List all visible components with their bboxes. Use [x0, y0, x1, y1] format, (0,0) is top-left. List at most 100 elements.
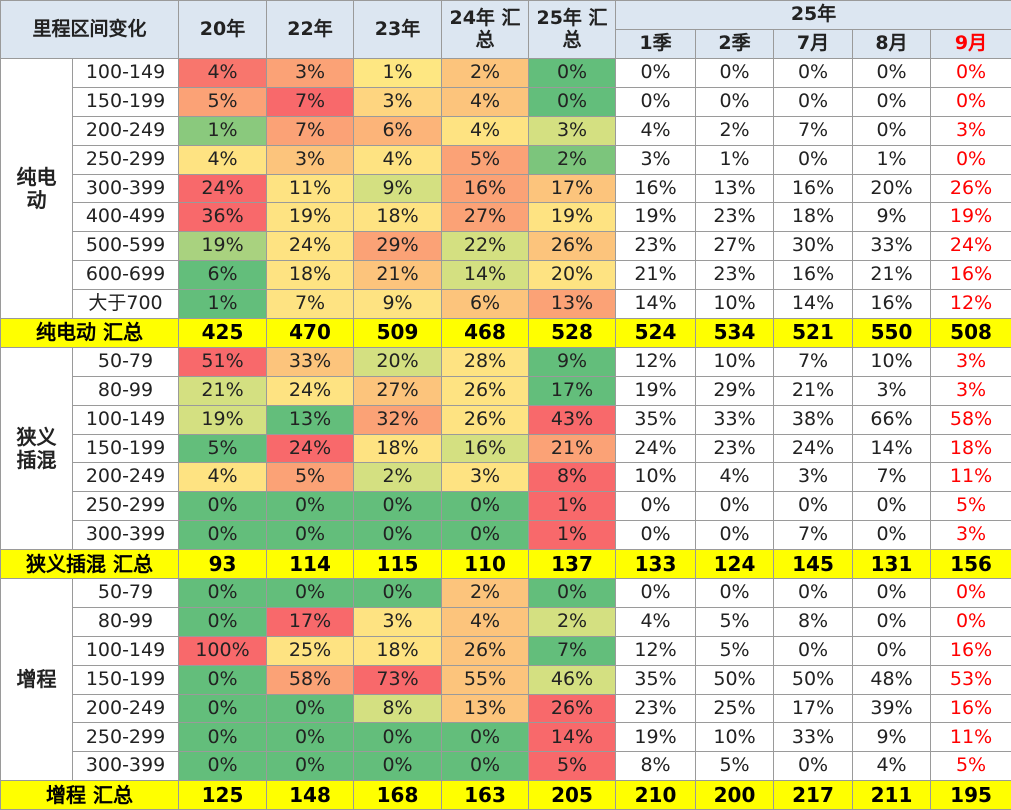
heat-cell: 0% — [353, 722, 443, 753]
value-cell: 2% — [695, 115, 775, 146]
heat-cell: 4% — [441, 86, 530, 117]
value-cell: 23% — [695, 202, 775, 233]
data-row: 大于700 1% 7% 9% 6% 13% 14% 10% 14% 16% 12% — [1, 289, 1011, 320]
value-cell: 18% — [930, 433, 1011, 464]
heat-cell: 19% — [178, 231, 268, 262]
data-row: 150-199 0% 58% 73% 55% 46% 35% 50% 50% 48% 53% — [1, 664, 1011, 695]
value-cell: 0% — [930, 58, 1011, 88]
value-cell: 35% — [615, 664, 697, 695]
value-cell: 33% — [695, 404, 775, 435]
group-label: 狭义插混 — [0, 346, 73, 551]
value-cell: 0% — [773, 635, 854, 666]
value-cell: 0% — [852, 86, 932, 117]
value-cell: 1% — [695, 144, 775, 175]
value-cell: 0% — [773, 58, 854, 88]
heat-cell: 6% — [441, 289, 530, 320]
value-cell: 26% — [930, 173, 1011, 204]
value-cell: 10% — [615, 462, 697, 493]
value-cell: 24% — [773, 433, 854, 464]
heat-cell: 4% — [353, 144, 443, 175]
heat-cell: 0% — [266, 722, 355, 753]
value-cell: 16% — [930, 635, 1011, 666]
value-cell: 53% — [930, 664, 1011, 695]
value-cell: 3% — [930, 375, 1011, 406]
heat-cell: 6% — [353, 115, 443, 146]
heat-cell: 43% — [528, 404, 617, 435]
total-value: 211 — [852, 780, 932, 810]
value-cell: 4% — [695, 462, 775, 493]
header-sub-column: 1季 — [615, 29, 697, 59]
data-row: 600-699 6% 18% 21% 14% 20% 21% 23% 16% 21% 16% — [1, 260, 1011, 291]
value-cell: 5% — [695, 751, 775, 782]
heat-cell: 8% — [353, 693, 443, 724]
value-cell: 0% — [852, 58, 932, 88]
heat-cell: 19% — [266, 202, 355, 233]
heat-cell: 17% — [528, 375, 617, 406]
heat-cell: 0% — [178, 664, 268, 695]
value-cell: 24% — [615, 433, 697, 464]
total-value: 200 — [695, 780, 775, 810]
value-cell: 3% — [930, 520, 1011, 551]
header-group: 25年 — [615, 0, 1011, 30]
heat-cell: 0% — [266, 578, 355, 608]
value-cell: 5% — [930, 491, 1011, 522]
heat-cell: 2% — [528, 606, 617, 637]
heat-cell: 16% — [441, 433, 530, 464]
range-label: 250-299 — [71, 722, 180, 753]
total-value: 145 — [773, 549, 854, 580]
value-cell: 3% — [852, 375, 932, 406]
heat-cell: 21% — [178, 375, 268, 406]
value-cell: 27% — [695, 231, 775, 262]
value-cell: 0% — [773, 751, 854, 782]
value-cell: 4% — [615, 606, 697, 637]
total-value: 550 — [852, 318, 932, 348]
value-cell: 7% — [852, 462, 932, 493]
value-cell: 14% — [615, 289, 697, 320]
data-row: 200-249 0% 0% 8% 13% 26% 23% 25% 17% 39% 16% — [1, 693, 1011, 724]
total-row: 狭义插混 汇总 93 114 115 110 137 133 124 145 131 156 — [0, 549, 1011, 580]
total-value: 534 — [695, 318, 775, 348]
data-row: 100-149 19% 13% 32% 26% 43% 35% 33% 38% 66% 58% — [1, 404, 1011, 435]
range-label: 300-399 — [71, 751, 180, 782]
value-cell: 19% — [615, 375, 697, 406]
value-cell: 0% — [615, 58, 697, 88]
range-label: 300-399 — [71, 520, 180, 551]
value-cell: 8% — [773, 606, 854, 637]
value-cell: 16% — [852, 289, 932, 320]
value-cell: 25% — [695, 693, 775, 724]
heat-cell: 18% — [353, 635, 443, 666]
value-cell: 0% — [773, 491, 854, 522]
value-cell: 10% — [695, 289, 775, 320]
heat-cell: 19% — [178, 404, 268, 435]
total-value: 163 — [441, 780, 530, 810]
data-row: 300-399 0% 0% 0% 0% 1% 0% 0% 7% 0% 3% — [1, 520, 1011, 551]
value-cell: 0% — [615, 86, 697, 117]
value-cell: 58% — [930, 404, 1011, 435]
heat-cell: 26% — [528, 693, 617, 724]
heat-cell: 26% — [441, 635, 530, 666]
heat-cell: 33% — [266, 346, 355, 377]
total-value: 521 — [773, 318, 854, 348]
heat-cell: 25% — [266, 635, 355, 666]
heat-cell: 26% — [441, 375, 530, 406]
value-cell: 0% — [852, 115, 932, 146]
total-value: 156 — [930, 549, 1011, 580]
total-label: 增程 汇总 — [0, 780, 180, 810]
header-sub-column: 9月 — [930, 29, 1011, 59]
value-cell: 14% — [852, 433, 932, 464]
value-cell: 38% — [773, 404, 854, 435]
heat-cell: 3% — [353, 86, 443, 117]
value-cell: 4% — [615, 115, 697, 146]
value-cell: 0% — [695, 491, 775, 522]
heat-cell: 3% — [441, 462, 530, 493]
header-column: 25年 汇总 — [528, 0, 617, 59]
value-cell: 29% — [695, 375, 775, 406]
heat-cell: 0% — [528, 578, 617, 608]
heat-cell: 24% — [266, 231, 355, 262]
value-cell: 19% — [930, 202, 1011, 233]
heat-cell: 3% — [353, 606, 443, 637]
value-cell: 30% — [773, 231, 854, 262]
total-row: 纯电动 汇总 425 470 509 468 528 524 534 521 550 508 — [0, 318, 1011, 348]
value-cell: 0% — [695, 58, 775, 88]
